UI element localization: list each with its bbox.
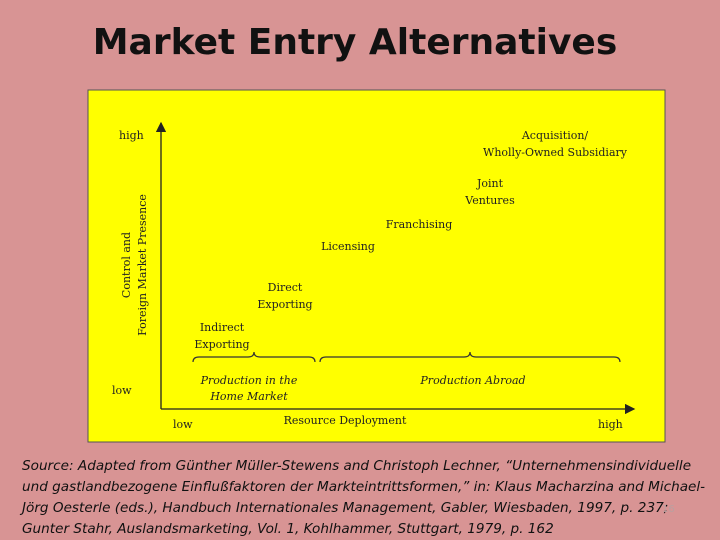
y-high-label: high — [119, 129, 144, 142]
group-label: Home Market — [209, 390, 288, 403]
entry-alternative: Direct — [268, 281, 303, 294]
entry-alternative: Ventures — [464, 194, 515, 207]
x-high-label: high — [598, 418, 623, 431]
x-low-label: low — [173, 418, 193, 431]
group-label: Production in the — [200, 374, 298, 387]
diagram-box — [87, 89, 666, 443]
entry-alternative: Exporting — [194, 338, 249, 351]
entry-alternative: Licensing — [321, 240, 375, 253]
y-axis-label: Foreign Market Presence — [136, 194, 149, 336]
entry-alternative: Joint — [476, 177, 504, 190]
brace — [319, 351, 621, 363]
y-axis-label: Control and — [120, 232, 133, 298]
y-low-label: low — [112, 384, 132, 397]
x-axis-label: Resource Deployment — [284, 414, 407, 427]
entry-alternative: Wholly-Owned Subsidiary — [483, 146, 628, 159]
entry-alternative: Indirect — [200, 321, 245, 334]
entry-alternative: Franchising — [386, 218, 453, 231]
group-label: Production Abroad — [419, 374, 525, 387]
entry-alternative: Acquisition/ — [521, 129, 589, 142]
slide-title: Market Entry Alternatives — [92, 22, 618, 63]
source-note: Source: Adapted from Günther Müller-Stew… — [22, 458, 706, 537]
entry-alternative: Exporting — [257, 298, 312, 311]
page-number: 16 — [662, 504, 675, 515]
brace — [192, 351, 316, 363]
